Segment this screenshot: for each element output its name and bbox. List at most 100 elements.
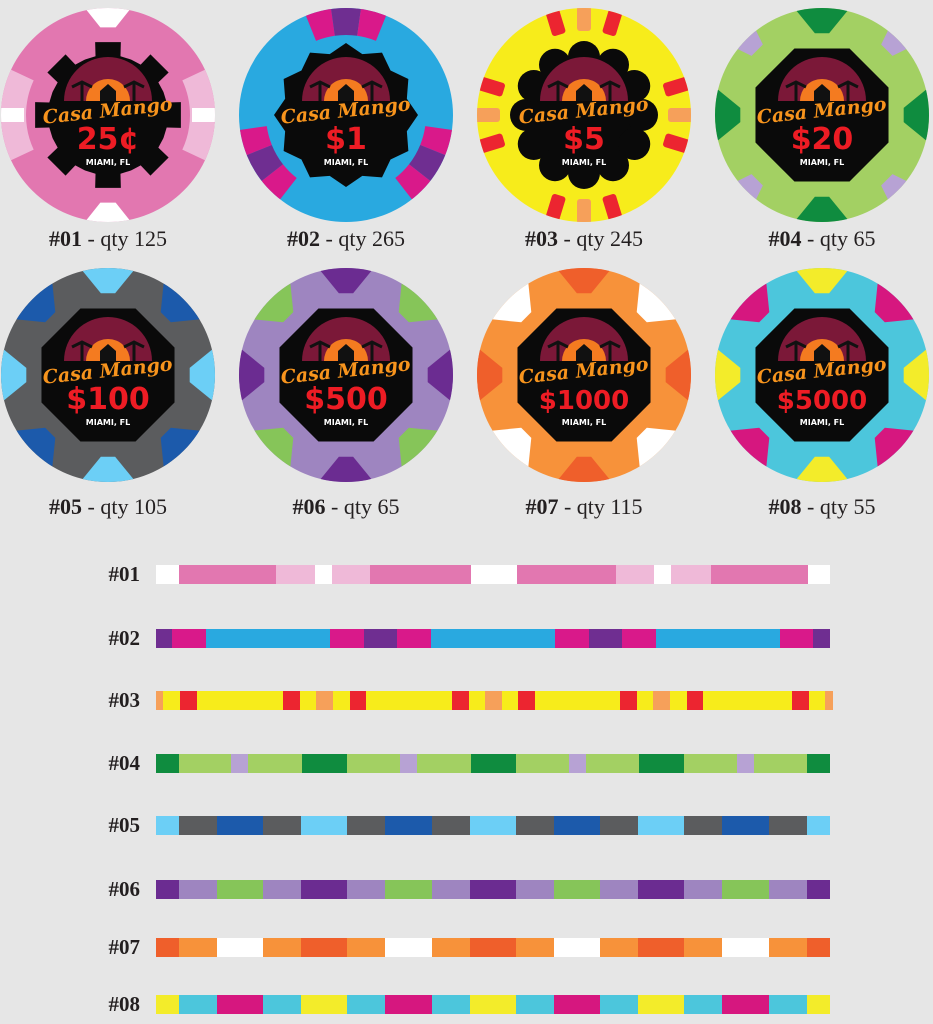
edge-spot — [719, 272, 770, 323]
house-icon — [100, 344, 116, 361]
stripe-segment — [670, 691, 687, 710]
edge-spot — [715, 82, 741, 148]
palm-tree-icon — [309, 80, 331, 101]
stripe-segment — [684, 938, 722, 957]
palm-tree-icon — [309, 340, 331, 361]
stripe-segment — [330, 629, 364, 648]
stripe-segment — [600, 995, 638, 1014]
stripe-label: #01 — [108, 562, 141, 586]
palm-tree-icon — [361, 340, 383, 361]
edge-spot — [874, 427, 925, 478]
palm-tree-icon — [123, 80, 145, 101]
edge-spot — [330, 8, 362, 36]
stripe-segment — [813, 629, 830, 648]
chip-quantity: - qty 65 — [325, 494, 400, 519]
chip-caption: #07 - qty 115 — [464, 494, 704, 520]
stripe-segment — [516, 938, 554, 957]
edge-spot — [903, 82, 929, 148]
house-icon — [338, 84, 354, 101]
chip-number: #01 — [49, 226, 83, 251]
stripe-segment — [516, 754, 569, 773]
stripe-segment — [722, 938, 769, 957]
stripe-segment — [347, 938, 385, 957]
stripe-segment — [687, 691, 703, 710]
stripe-segment — [400, 754, 417, 773]
poker-chip: Casa Mango $5000 MIAMI, FL — [714, 267, 930, 483]
stripe-segment — [300, 691, 316, 710]
stripe-segment — [385, 995, 432, 1014]
palm-tree-icon — [361, 80, 383, 101]
edge-spot — [305, 8, 335, 41]
stripe-segment — [385, 816, 432, 835]
chip-value: 25¢ — [77, 122, 140, 157]
stripe-segment — [792, 691, 809, 710]
stripe-segment — [276, 565, 315, 584]
chip-caption: #02 - qty 265 — [226, 226, 466, 252]
palm-tree-icon — [837, 80, 859, 101]
stripe-segment — [600, 880, 638, 899]
stripe-segment — [263, 995, 301, 1014]
house-icon — [814, 344, 830, 361]
palm-tree-icon — [123, 340, 145, 361]
stripe-segment — [684, 816, 722, 835]
edge-spot — [239, 126, 272, 156]
stripe-segment — [722, 880, 769, 899]
edge-spots — [239, 8, 453, 201]
edge-spot — [874, 272, 925, 323]
stripe-segment — [600, 938, 638, 957]
edge-spot — [789, 456, 855, 482]
stripe-segment — [197, 691, 283, 710]
stripe-segment — [217, 816, 263, 835]
stripe-segment — [179, 816, 217, 835]
edge-spot — [577, 8, 591, 31]
stripe-segment — [301, 995, 347, 1014]
stripe-segment — [518, 691, 535, 710]
edge-spot — [789, 196, 855, 222]
palm-tree-icon — [599, 340, 621, 361]
palm-tree-icon — [71, 340, 93, 361]
stripe-segment — [653, 691, 670, 710]
stripe-segment — [485, 691, 502, 710]
stripe-segment — [366, 691, 452, 710]
stripe-segment — [554, 816, 600, 835]
stripe-segment — [431, 629, 555, 648]
stripe-segment — [179, 880, 217, 899]
stripe-segment — [263, 816, 301, 835]
chip-caption: #01 - qty 125 — [0, 226, 228, 252]
house-icon — [814, 84, 830, 101]
stripe-segment — [179, 938, 217, 957]
palm-tree-icon — [71, 80, 93, 101]
stripe-segment — [589, 629, 622, 648]
stripe-segment — [809, 691, 825, 710]
stripe-segment — [370, 565, 471, 584]
stripe-segment — [471, 565, 517, 584]
chip-value: $100 — [66, 382, 150, 417]
stripe-segment — [569, 754, 586, 773]
stripe-segment — [638, 880, 684, 899]
house-icon — [576, 84, 592, 101]
stripe-segment — [807, 995, 830, 1014]
stripe-label: #05 — [108, 813, 141, 837]
edge-spot — [789, 268, 855, 294]
stripe-segment — [432, 816, 470, 835]
stripe-segment — [554, 880, 600, 899]
stripe-segment — [156, 754, 179, 773]
chip-quantity: - qty 55 — [801, 494, 876, 519]
stripe-segment — [780, 629, 813, 648]
stripe-segment — [555, 629, 589, 648]
chip-quantity: - qty 125 — [82, 226, 167, 251]
stripe-segment — [470, 995, 516, 1014]
stripe-segment — [638, 995, 684, 1014]
stripe-segment — [502, 691, 518, 710]
stripe-segment — [217, 938, 263, 957]
stripe-segment — [156, 995, 179, 1014]
city-text: MIAMI, FL — [800, 158, 844, 167]
stripe-segment — [397, 629, 431, 648]
edge-spot — [481, 272, 532, 323]
edge-spot — [313, 268, 379, 294]
chip-value: $1 — [325, 122, 367, 157]
palm-tree-icon — [785, 80, 807, 101]
poker-chip: Casa Mango 25¢ MIAMI, FL — [0, 7, 216, 223]
stripe-segment — [385, 938, 432, 957]
